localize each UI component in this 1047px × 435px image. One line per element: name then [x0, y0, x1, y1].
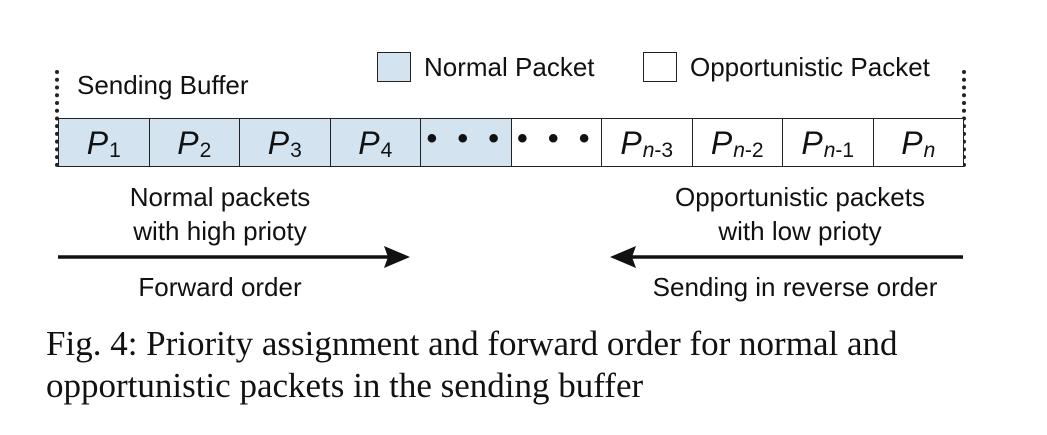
right-description-line2: with low prioty — [718, 216, 882, 246]
packet-subscript-offset: -2 — [744, 138, 764, 162]
packet-label: P — [86, 124, 109, 161]
reverse-order-label: Sending in reverse order — [652, 272, 938, 302]
packet-subscript: n-2 — [733, 139, 763, 163]
right-description: Opportunistic packets with low prioty — [650, 180, 950, 248]
packet-subscript-offset: -1 — [835, 138, 855, 162]
packet-label: P — [710, 124, 733, 161]
left-description: Normal packets with high prioty — [100, 180, 340, 248]
packet-label: P — [177, 124, 199, 161]
legend-normal-label: Normal Packet — [424, 52, 595, 82]
packet-subscript: 3 — [290, 138, 302, 162]
reverse-arrow — [610, 246, 963, 268]
packet-subscript: n — [924, 139, 936, 163]
buffer-cell: • • • — [511, 119, 602, 166]
ellipsis-dots: • • • — [426, 121, 505, 155]
left-description-line1: Normal packets — [129, 182, 311, 212]
packet-subscript: 4 — [380, 138, 393, 162]
legend-normal-swatch — [377, 52, 411, 82]
packet-subscript: n-1 — [824, 139, 854, 163]
packet-label: P — [620, 124, 642, 161]
packet-label: P — [801, 124, 823, 161]
packet-label: P — [267, 124, 290, 161]
packet-subscript-offset: -3 — [654, 138, 674, 162]
packet-subscript-var: n — [823, 138, 836, 162]
left-description-line2: with high prioty — [133, 216, 307, 246]
legend-opportunistic-swatch — [643, 52, 677, 82]
figure-caption: Fig. 4: Priority assignment and forward … — [46, 324, 898, 405]
buffer-right-boundary — [962, 70, 966, 167]
packet-subscript: 1 — [109, 138, 121, 162]
packet-label: P — [358, 124, 380, 161]
packet-subscript: 2 — [199, 138, 212, 162]
packet-subscript: n-3 — [643, 139, 673, 163]
packet-subscript-var: n — [923, 138, 936, 162]
right-description-line1: Opportunistic packets — [674, 182, 925, 212]
packet-subscript-var: n — [733, 138, 745, 162]
forward-order-label: Forward order — [138, 272, 302, 302]
legend-opportunistic-label: Opportunistic Packet — [690, 52, 930, 82]
buffer-title: Sending Buffer — [77, 70, 249, 100]
buffer-cell: • • • — [421, 119, 512, 166]
packet-label: P — [901, 124, 923, 161]
forward-arrow — [58, 246, 410, 268]
packet-subscript-var: n — [642, 138, 655, 162]
buffer-left-boundary — [55, 70, 59, 167]
ellipsis-dots: • • • — [517, 121, 596, 155]
